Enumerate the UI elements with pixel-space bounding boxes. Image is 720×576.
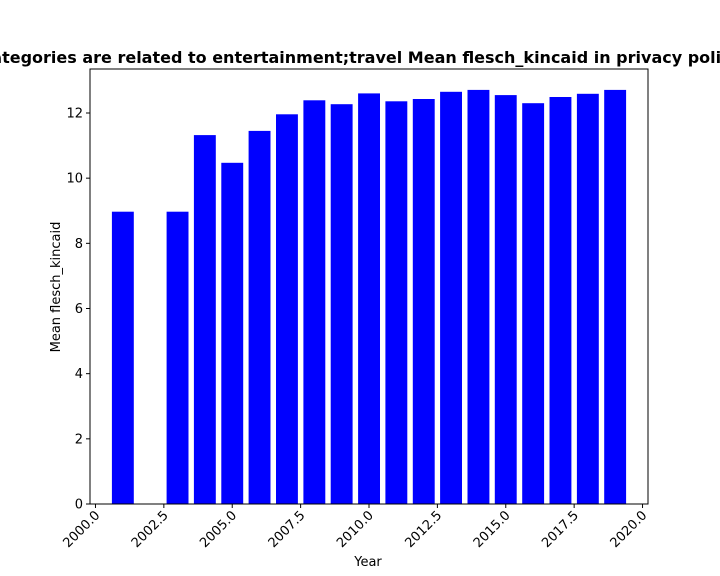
y-tick-label: 10 [66, 172, 83, 187]
bar-2016 [522, 103, 545, 504]
bar-2015 [494, 95, 517, 504]
bar-2018 [576, 93, 599, 505]
y-tick-label: 4 [75, 367, 83, 382]
x-tick-label: 2015.0 [471, 508, 514, 551]
bar-2001 [111, 211, 134, 504]
x-tick-label: 2020.0 [608, 508, 651, 551]
bar-2008 [303, 100, 326, 505]
bars-group [111, 89, 627, 505]
x-tick-label: 2000.0 [61, 508, 104, 551]
x-tick-label: 2012.5 [402, 508, 445, 551]
x-tick-label: 2002.5 [129, 508, 172, 551]
bar-2004 [193, 135, 216, 504]
x-tick-label: 2005.0 [197, 508, 240, 551]
bar-2009 [330, 104, 353, 504]
bar-2011 [385, 101, 408, 505]
chart-title: Categories are related to entertainment;… [0, 48, 720, 67]
bar-2013 [440, 91, 462, 505]
bar-2012 [412, 99, 435, 504]
y-tick-label: 0 [75, 498, 83, 513]
bar-2019 [604, 89, 627, 505]
x-tick-label: 2017.5 [539, 508, 582, 551]
bar-2005 [221, 162, 244, 505]
bar-2017 [549, 97, 572, 504]
x-axis-label: Year [353, 555, 382, 570]
y-axis-label: Mean flesch_kincaid [49, 222, 64, 353]
x-tick-label: 2007.5 [266, 508, 309, 551]
bar-2007 [276, 114, 298, 505]
y-tick-label: 12 [66, 106, 83, 121]
bar-2014 [467, 89, 490, 505]
y-tick-label: 2 [75, 432, 83, 447]
bar-2003 [166, 211, 189, 504]
y-tick-label: 8 [75, 237, 83, 252]
y-tick-label: 6 [75, 302, 83, 317]
x-tick-label: 2010.0 [334, 508, 377, 551]
bar-2006 [248, 130, 271, 504]
y-axis-ticks: 0 2 4 6 8 10 12 [66, 106, 90, 513]
x-axis-ticks: 2000.0 2002.5 2005.0 2007.5 2010.0 2012.5 2015… [61, 504, 651, 551]
bar-2010 [358, 93, 380, 505]
